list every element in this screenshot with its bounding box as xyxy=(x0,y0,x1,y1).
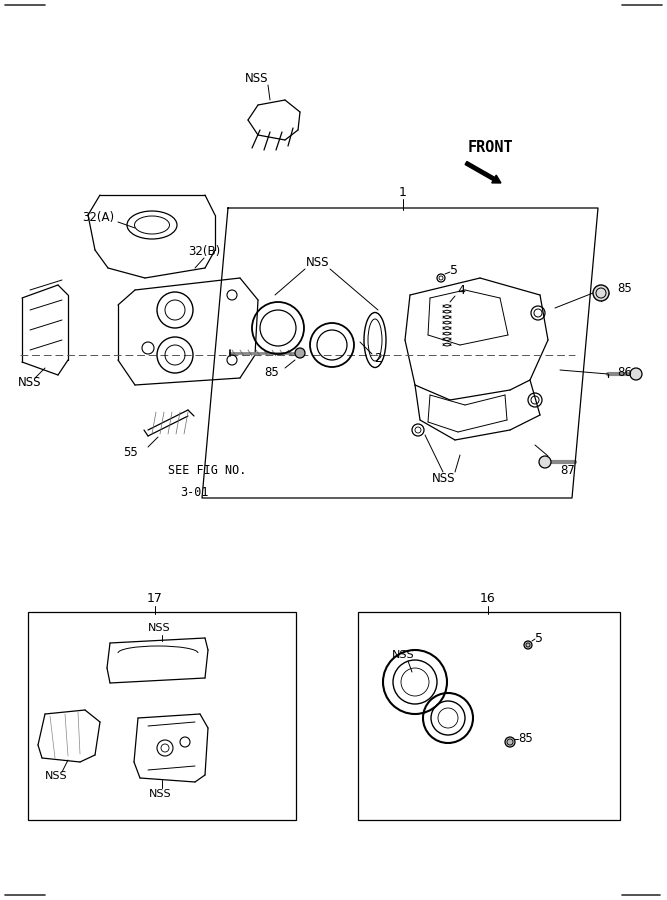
Text: 1: 1 xyxy=(399,185,407,199)
Bar xyxy=(358,612,620,820)
Text: 32(B): 32(B) xyxy=(188,246,220,258)
Text: 5: 5 xyxy=(535,632,543,644)
Text: 85: 85 xyxy=(617,282,632,294)
Text: 32(A): 32(A) xyxy=(82,211,114,223)
Circle shape xyxy=(505,737,515,747)
Text: 4: 4 xyxy=(457,284,465,296)
Circle shape xyxy=(524,641,532,649)
Circle shape xyxy=(539,456,551,468)
Text: FRONT: FRONT xyxy=(468,140,514,156)
Text: NSS: NSS xyxy=(18,376,41,390)
Text: 17: 17 xyxy=(147,591,163,605)
Text: NSS: NSS xyxy=(245,71,269,85)
Text: 85: 85 xyxy=(518,732,533,744)
Text: NSS: NSS xyxy=(148,623,171,633)
Text: 86: 86 xyxy=(617,365,632,379)
Text: NSS: NSS xyxy=(45,771,67,781)
Text: 3-01: 3-01 xyxy=(180,485,209,499)
FancyArrow shape xyxy=(465,161,501,183)
Circle shape xyxy=(593,285,609,301)
Text: 85: 85 xyxy=(265,365,279,379)
Text: NSS: NSS xyxy=(306,256,329,268)
Text: NSS: NSS xyxy=(432,472,456,484)
Circle shape xyxy=(295,348,305,358)
Circle shape xyxy=(630,368,642,380)
Bar xyxy=(28,612,296,820)
Text: 5: 5 xyxy=(450,265,458,277)
Text: 2: 2 xyxy=(374,352,382,365)
Text: 87: 87 xyxy=(560,464,575,476)
Text: SEE FIG NO.: SEE FIG NO. xyxy=(168,464,246,476)
Text: NSS: NSS xyxy=(149,789,171,799)
Text: NSS: NSS xyxy=(392,650,414,660)
Text: 55: 55 xyxy=(123,446,137,458)
Text: 16: 16 xyxy=(480,591,496,605)
